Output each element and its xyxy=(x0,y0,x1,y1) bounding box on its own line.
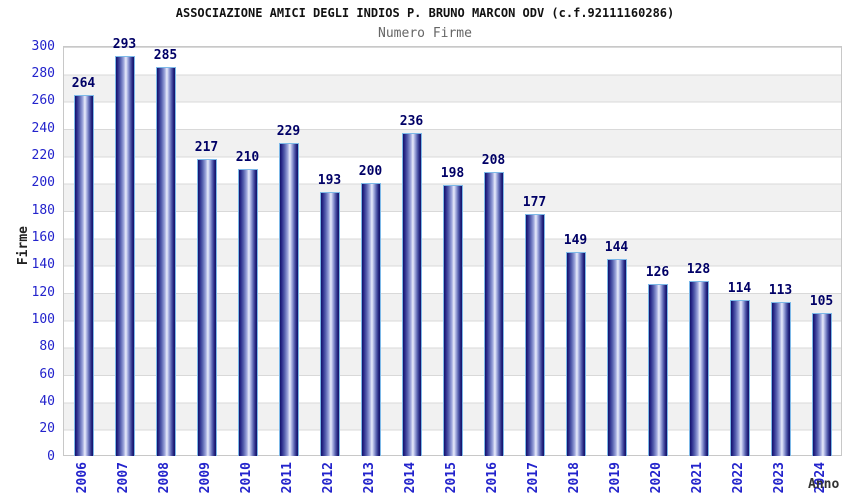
y-tick-label: 220 xyxy=(31,147,55,163)
x-tick-label: 2008 xyxy=(156,462,172,494)
bar-value-label: 236 xyxy=(399,114,424,130)
bar xyxy=(196,159,217,456)
bar-value-label: 264 xyxy=(71,76,96,92)
y-tick-label: 300 xyxy=(31,38,55,54)
x-tick-label: 2011 xyxy=(279,462,295,494)
x-tick-label: 2023 xyxy=(771,462,787,494)
bar-value-label: 126 xyxy=(645,264,670,280)
bar xyxy=(729,300,750,456)
bar-value-label: 217 xyxy=(194,140,219,156)
bar-value-label: 198 xyxy=(440,166,465,182)
bar xyxy=(565,252,586,456)
x-tick-label: 2016 xyxy=(484,462,500,494)
bar-value-label: 200 xyxy=(358,163,383,179)
bar xyxy=(114,55,135,456)
y-tick-label: 20 xyxy=(39,421,55,437)
bar-value-label: 193 xyxy=(317,173,342,189)
y-tick-label: 40 xyxy=(39,393,55,409)
bar xyxy=(770,301,791,456)
y-tick-label: 60 xyxy=(39,366,55,382)
x-tick-label: 2021 xyxy=(689,462,705,494)
x-tick-label: 2017 xyxy=(525,462,541,494)
bar xyxy=(483,171,504,456)
bar xyxy=(278,143,299,456)
bar-value-label: 128 xyxy=(686,262,711,278)
x-tick-label: 2007 xyxy=(115,462,131,494)
x-tick-label: 2020 xyxy=(648,462,664,494)
bar-value-label: 285 xyxy=(153,47,178,63)
chart-title: ASSOCIAZIONE AMICI DEGLI INDIOS P. BRUNO… xyxy=(175,6,675,20)
y-tick-label: 140 xyxy=(31,257,55,273)
bar-value-label: 105 xyxy=(809,293,834,309)
bar xyxy=(606,259,627,456)
bar-value-label: 208 xyxy=(481,152,506,168)
bar xyxy=(73,95,94,456)
x-tick-label: 2022 xyxy=(730,462,746,494)
y-tick-label: 240 xyxy=(31,120,55,136)
bar xyxy=(401,133,422,456)
bar-value-label: 149 xyxy=(563,233,588,249)
bar-value-label: 293 xyxy=(112,36,137,52)
x-tick-label: 2009 xyxy=(197,462,213,494)
bar xyxy=(647,283,668,456)
x-tick-label: 2019 xyxy=(607,462,623,494)
y-tick-label: 180 xyxy=(31,202,55,218)
bar xyxy=(360,182,381,456)
y-tick-label: 80 xyxy=(39,339,55,355)
y-axis-title: Firme xyxy=(16,226,31,266)
bar xyxy=(688,281,709,456)
bar xyxy=(811,312,832,456)
bar-value-label: 229 xyxy=(276,124,301,140)
bar-value-label: 113 xyxy=(768,282,793,298)
y-tick-label: 120 xyxy=(31,284,55,300)
bar xyxy=(237,169,258,456)
bar xyxy=(319,192,340,456)
bar xyxy=(524,214,545,456)
chart-subtitle: Numero Firme xyxy=(378,26,472,41)
y-tick-label: 160 xyxy=(31,229,55,245)
y-tick-label: 100 xyxy=(31,311,55,327)
x-tick-label: 2013 xyxy=(361,462,377,494)
x-tick-label: 2018 xyxy=(566,462,582,494)
x-axis-title: Anno xyxy=(808,477,840,492)
y-tick-label: 200 xyxy=(31,175,55,191)
bar-value-label: 210 xyxy=(235,150,260,165)
bar-value-label: 177 xyxy=(522,195,547,211)
y-tick-label: 280 xyxy=(31,65,55,81)
y-tick-label: 260 xyxy=(31,93,55,109)
y-tick-label: 0 xyxy=(47,448,55,464)
bar-value-label: 144 xyxy=(604,240,629,256)
x-tick-label: 2012 xyxy=(320,462,336,494)
bar xyxy=(155,66,176,456)
bar xyxy=(442,185,463,456)
x-tick-label: 2006 xyxy=(74,462,90,494)
x-tick-label: 2015 xyxy=(443,462,459,494)
bar-value-label: 114 xyxy=(727,281,752,297)
x-tick-label: 2010 xyxy=(238,462,254,494)
x-tick-label: 2014 xyxy=(402,462,418,494)
